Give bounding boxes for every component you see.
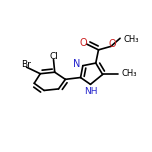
Text: O: O [108,39,116,49]
Text: NH: NH [85,87,98,96]
Text: Br: Br [21,60,31,69]
Text: Cl: Cl [50,52,58,61]
Text: CH₃: CH₃ [122,69,137,78]
Text: CH₃: CH₃ [124,35,139,44]
Text: O: O [79,38,87,48]
Text: N: N [73,59,80,69]
